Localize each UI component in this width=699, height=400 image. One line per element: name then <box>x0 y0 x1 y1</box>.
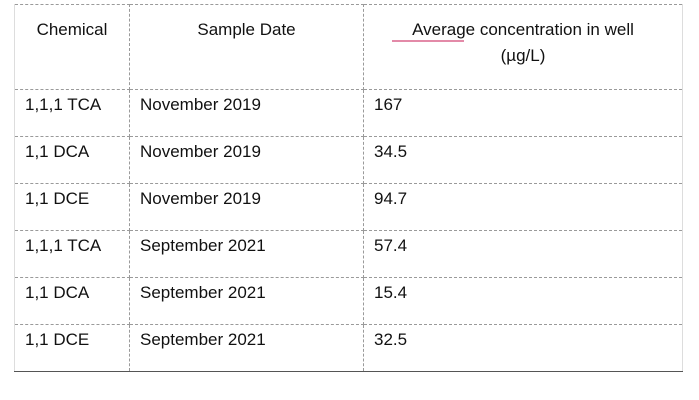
table-row: 1,1,1 TCA September 2021 57.4 <box>14 230 683 278</box>
table-cell: 94.7 <box>363 183 683 231</box>
header-cell: Average concentration in well (µg/L) <box>363 4 683 90</box>
table-cell: 167 <box>363 89 683 137</box>
table-cell: 1,1,1 TCA <box>14 89 130 137</box>
table-cell: November 2019 <box>129 89 364 137</box>
header-row: Chemical Sample Date Average concentrati… <box>14 4 683 90</box>
table-row: 1,1 DCA November 2019 34.5 <box>14 136 683 184</box>
table-cell: 1,1 DCE <box>14 183 130 231</box>
header-text: Average concentration in well <box>412 20 634 39</box>
table-row: 1,1,1 TCA November 2019 167 <box>14 89 683 137</box>
header-text: Chemical <box>36 20 108 39</box>
header-text: Sample Date <box>197 20 296 39</box>
data-table: Chemical Sample Date Average concentrati… <box>14 4 683 372</box>
table-cell: 32.5 <box>363 324 683 372</box>
table-body: 1,1,1 TCA November 2019 167 1,1 DCA November… <box>14 89 683 372</box>
spellcheck-underline <box>392 40 464 42</box>
table-cell: 57.4 <box>363 230 683 278</box>
table-row: 1,1 DCA September 2021 15.4 <box>14 277 683 325</box>
table-cell: 1,1 DCA <box>14 277 130 325</box>
table-cell: 1,1 DCE <box>14 324 130 372</box>
table-cell: November 2019 <box>129 183 364 231</box>
table-cell: September 2021 <box>129 324 364 372</box>
header-unit: (µg/L) <box>500 46 546 65</box>
table-cell: 15.4 <box>363 277 683 325</box>
table-cell: 34.5 <box>363 136 683 184</box>
header-cell: Chemical <box>14 4 130 90</box>
header-cell: Sample Date <box>129 4 364 90</box>
table-cell: 1,1,1 TCA <box>14 230 130 278</box>
table-cell: November 2019 <box>129 136 364 184</box>
table-row: 1,1 DCE September 2021 32.5 <box>14 324 683 372</box>
table-cell: September 2021 <box>129 277 364 325</box>
table-cell: September 2021 <box>129 230 364 278</box>
table-cell: 1,1 DCA <box>14 136 130 184</box>
table-row: 1,1 DCE November 2019 94.7 <box>14 183 683 231</box>
